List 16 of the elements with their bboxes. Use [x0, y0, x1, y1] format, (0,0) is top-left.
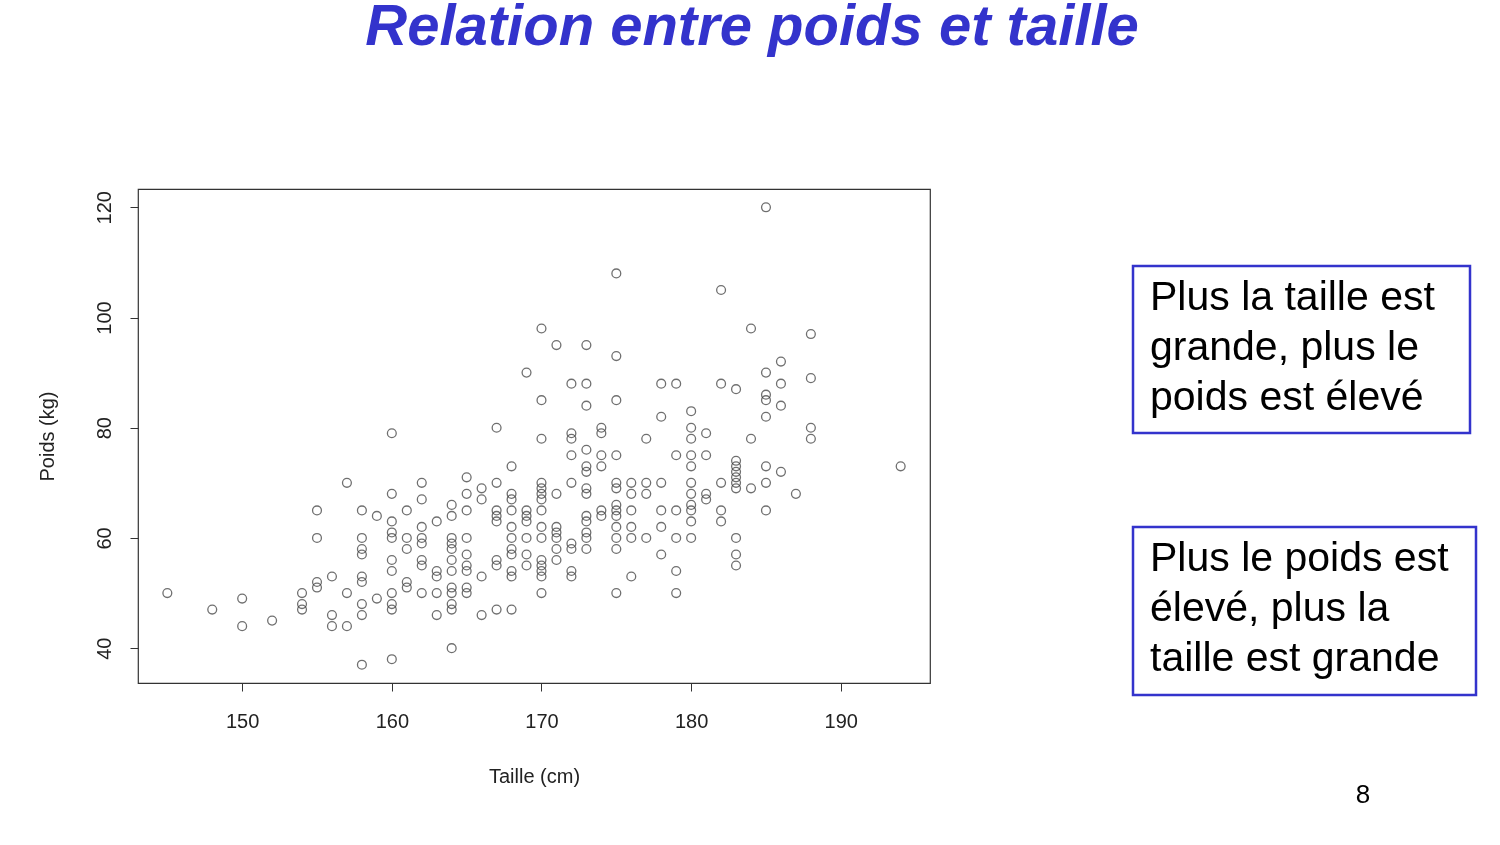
y-tick-label: 100: [92, 301, 115, 335]
text: Plus la taille est grande, plus le poids est élevé: [1150, 273, 1436, 419]
y-axis-title: Poids (kg): [35, 391, 58, 482]
y-tick-label: 60: [92, 527, 115, 550]
x-tick-label: 190: [824, 709, 858, 732]
y-tick-label: 40: [92, 637, 115, 660]
x-tick-label: 170: [525, 709, 559, 732]
y-tick-label: 80: [92, 417, 115, 440]
text: Plus le poids est élevé, plus la taille est grande: [1150, 534, 1450, 680]
x-axis-title: Taille (cm): [488, 764, 581, 787]
x-tick-label: 180: [674, 709, 709, 732]
x-tick-label: 150: [225, 709, 260, 732]
y-tick-label: 120: [92, 191, 115, 225]
x-tick-label: 160: [375, 709, 410, 732]
text: 8: [1355, 779, 1371, 809]
chart-title: Relation entre poids et taille: [365, 0, 1139, 57]
